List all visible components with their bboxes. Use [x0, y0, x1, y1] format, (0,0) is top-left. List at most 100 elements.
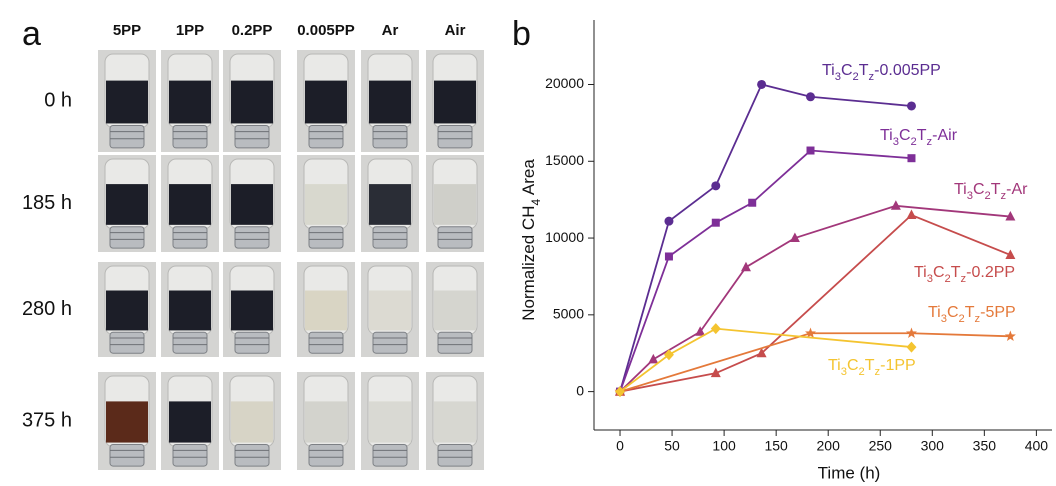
vial-photo [98, 262, 156, 357]
vial-cap [308, 226, 344, 249]
column-label: Ar [382, 22, 399, 39]
vial-liquid [305, 290, 347, 331]
vial-photo [161, 372, 219, 470]
row-label: 185 h [22, 192, 72, 214]
marker [890, 200, 901, 210]
y-tick-label: 0 [576, 382, 584, 398]
vial-photo [426, 50, 484, 152]
marker [907, 154, 916, 163]
vial-cap [308, 331, 344, 354]
vial-photo [223, 262, 281, 357]
marker [1005, 211, 1016, 221]
vial-liquid [169, 80, 211, 124]
vial-liquid [369, 184, 411, 225]
marker [615, 386, 626, 398]
marker [806, 92, 816, 102]
series-line [619, 149, 912, 392]
vial-cap [172, 124, 208, 149]
x-tick-label: 100 [712, 438, 736, 454]
marker [906, 209, 917, 220]
vial-photo [361, 372, 419, 470]
panel-label: b [512, 15, 531, 53]
vial-cap [109, 331, 145, 354]
vial-cap [109, 124, 145, 149]
vial-liquid [434, 290, 476, 331]
series-line [619, 327, 912, 393]
vial-photo [223, 372, 281, 470]
series-line [619, 204, 1011, 393]
column-label: 1PP [176, 22, 204, 39]
vial-cap [234, 124, 270, 149]
vial-photo [223, 155, 281, 252]
vial-liquid [231, 184, 273, 225]
vial-cap [308, 444, 344, 467]
marker [906, 101, 916, 111]
vial-photo [361, 262, 419, 357]
series-line [619, 332, 1011, 393]
row-label: 280 h [22, 298, 72, 320]
vial-cap [437, 331, 473, 354]
marker [664, 216, 674, 226]
marker [905, 327, 917, 338]
marker [664, 252, 673, 261]
row-label: 0 h [44, 89, 72, 111]
column-label: 0.2PP [232, 22, 273, 39]
vial-liquid [305, 401, 347, 443]
vial-liquid [434, 401, 476, 443]
marker [711, 218, 720, 227]
x-tick-label: 150 [764, 438, 788, 454]
marker [663, 349, 674, 361]
vial-liquid [231, 80, 273, 124]
vial-photo [98, 155, 156, 252]
x-tick-label: 350 [973, 438, 997, 454]
vial-photo [426, 262, 484, 357]
vial-liquid [106, 290, 148, 331]
vial-liquid [169, 401, 211, 443]
marker [756, 347, 767, 358]
vial-cap [109, 444, 145, 467]
panel-label: a [22, 15, 41, 53]
legend-label: Ti3C2Tz-1PP [828, 357, 916, 378]
vial-cap [234, 226, 270, 249]
vial-photo [297, 372, 355, 470]
vial-photo [98, 372, 156, 470]
marker [789, 232, 800, 243]
marker [695, 326, 706, 336]
x-tick-label: 50 [664, 438, 680, 454]
vial-photo [161, 262, 219, 357]
x-tick-label: 400 [1025, 438, 1049, 454]
vial-liquid [169, 290, 211, 331]
vial-liquid [106, 401, 148, 443]
vial-liquid [305, 184, 347, 225]
vial-photo [161, 50, 219, 152]
vial-liquid [231, 401, 273, 443]
vial-cap [437, 444, 473, 467]
vial-photo [98, 50, 156, 152]
legend-label: Ti3C2Tz-0.2PP [914, 264, 1015, 285]
x-tick-label: 250 [869, 438, 893, 454]
vial-liquid [305, 80, 347, 124]
y-tick-label: 15000 [545, 152, 584, 168]
vial-photo [426, 372, 484, 470]
vial-liquid [169, 184, 211, 225]
marker [740, 261, 751, 272]
x-tick-label: 0 [616, 438, 624, 454]
vial-liquid [369, 80, 411, 124]
vial-photo [223, 50, 281, 152]
vial-photo [161, 155, 219, 252]
vial-cap [308, 124, 344, 149]
vial-cap [172, 226, 208, 249]
y-tick-label: 10000 [545, 229, 584, 245]
marker [1004, 330, 1016, 342]
legend-label: Ti3C2Tz-Air [880, 127, 958, 148]
vial-photo [297, 50, 355, 152]
x-axis-label: Time (h) [818, 463, 881, 482]
vial-cap [372, 124, 408, 149]
vial-photo [361, 155, 419, 252]
vial-liquid [231, 290, 273, 331]
vial-cap [172, 444, 208, 467]
row-label: 375 h [22, 409, 72, 431]
vial-cap [234, 331, 270, 354]
